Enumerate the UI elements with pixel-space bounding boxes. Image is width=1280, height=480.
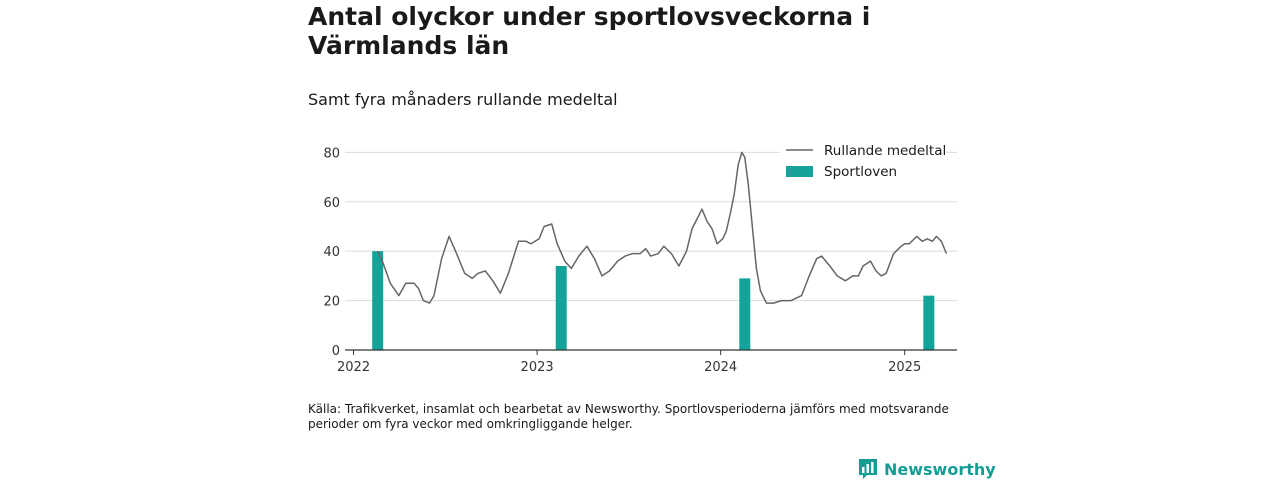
x-tick-label: 2025 — [888, 360, 921, 375]
rolling-average-series — [377, 151, 948, 304]
legend: Rullande medeltal Sportloven — [780, 140, 946, 186]
newsworthy-logo: Newsworthy — [858, 458, 996, 480]
sportlov-bar-2025 — [923, 295, 935, 350]
y-tick-label: 40 — [323, 245, 340, 260]
sportlov-bars — [372, 251, 935, 350]
y-tick-label: 60 — [323, 196, 340, 211]
x-tick-label: 2023 — [521, 360, 554, 375]
legend-label: Rullande medeltal — [824, 143, 946, 159]
x-axis: 2022 2023 2024 2025 — [337, 349, 957, 375]
sportlov-bar-2022 — [372, 251, 384, 350]
y-axis: 0 20 40 60 80 — [323, 146, 340, 359]
rolling-average-line — [377, 151, 948, 304]
x-tick-label: 2022 — [337, 360, 370, 375]
x-tick-label: 2024 — [704, 360, 737, 375]
brand-name: Newsworthy — [884, 459, 996, 479]
accidents-chart: 0 20 40 60 80 2022 2023 2024 2025 Rullande mede… — [323, 140, 957, 375]
sportlov-bar-2023 — [555, 266, 567, 350]
source-note: Källa: Trafikverket, insamlat och bearbe… — [308, 402, 949, 431]
legend-bar-swatch — [786, 166, 813, 177]
chart-title: Antal olyckor under sportlovsveckorna i … — [308, 2, 871, 60]
chart-subtitle: Samt fyra månaders rullande medeltal — [308, 90, 618, 109]
legend-label: Sportloven — [824, 164, 897, 180]
bar-chart-logo-icon — [859, 459, 877, 479]
y-tick-label: 0 — [332, 344, 340, 359]
legend-background — [780, 140, 946, 186]
y-tick-label: 20 — [323, 295, 340, 310]
y-tick-label: 80 — [323, 146, 340, 161]
sportlov-bar-2024 — [739, 278, 751, 350]
